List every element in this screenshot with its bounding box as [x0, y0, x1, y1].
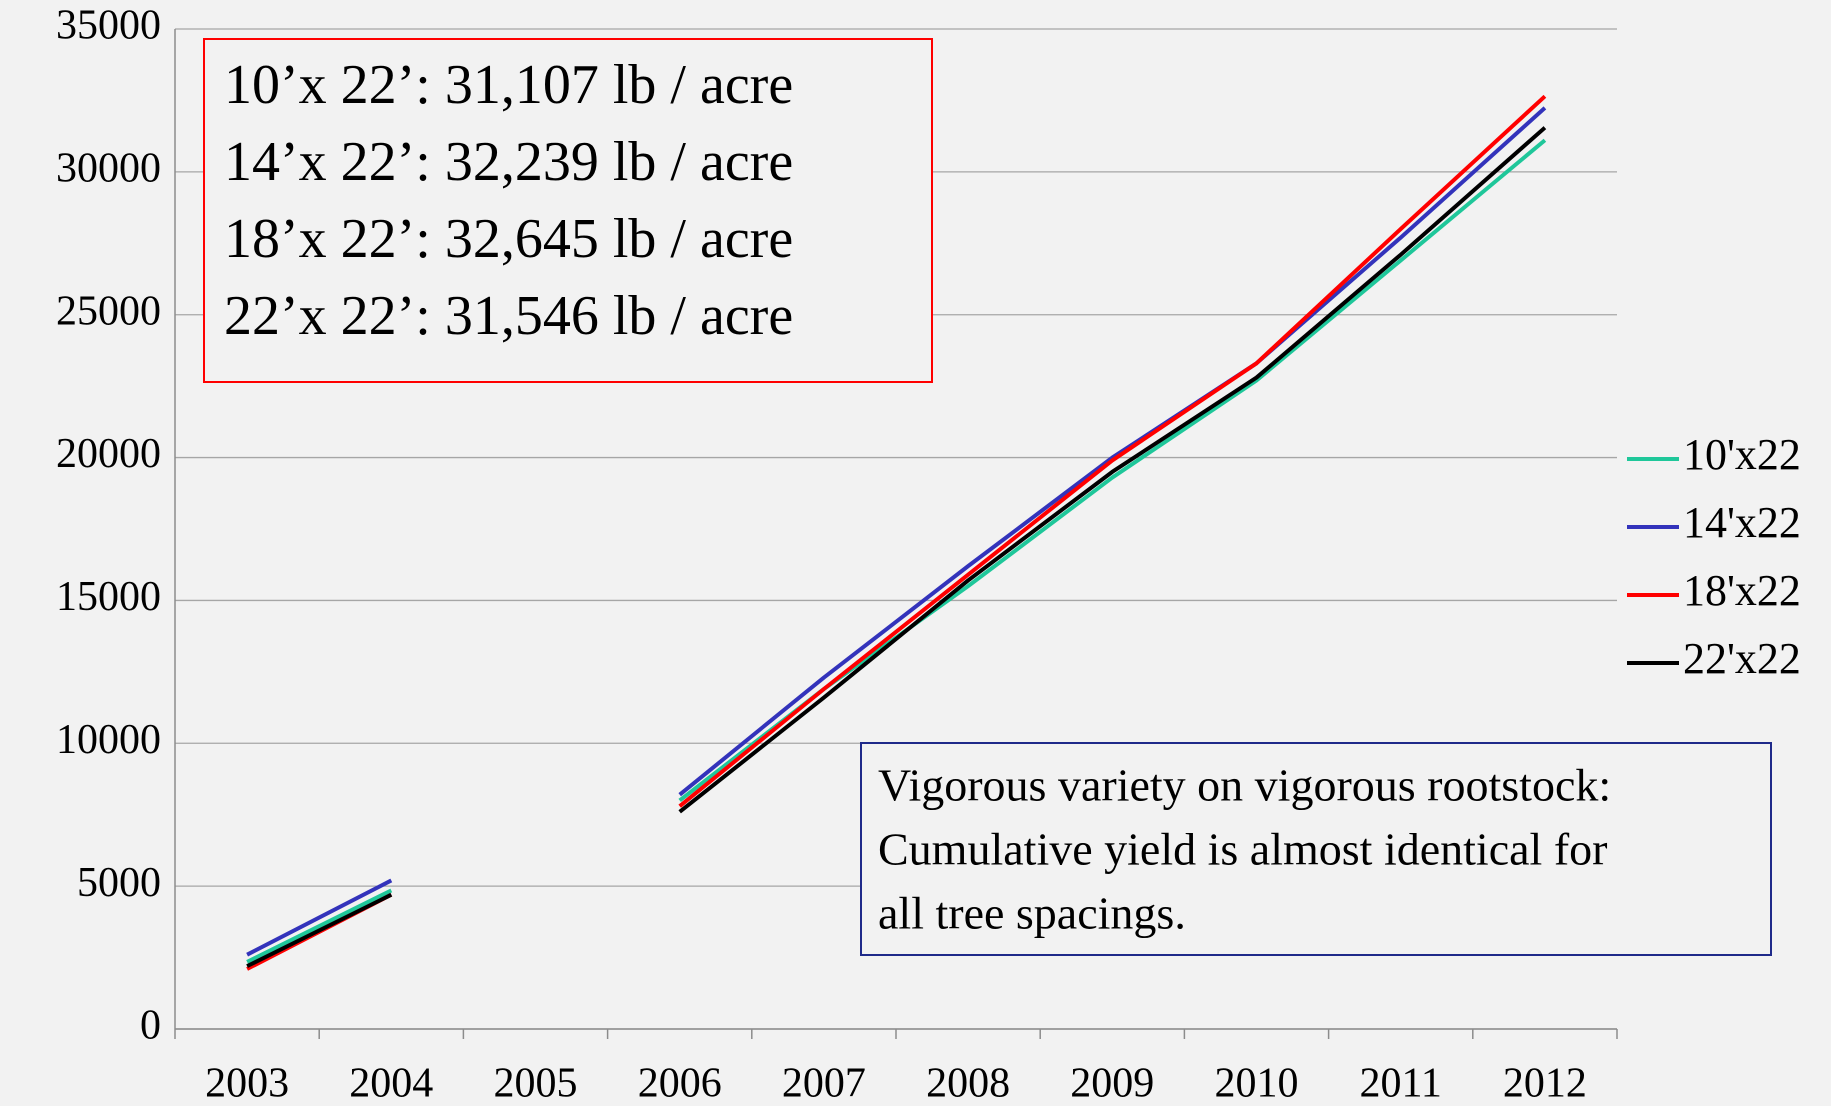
- y-tick-label: 25000: [56, 288, 161, 334]
- annotation-text: 10’x 22’: 31,107 lb / acre: [224, 54, 793, 116]
- y-tick-label: 10000: [56, 717, 161, 763]
- y-tick-label: 20000: [56, 431, 161, 477]
- annotation-text: 18’x 22’: 32,645 lb / acre: [224, 208, 793, 270]
- x-tick-label: 2010: [1215, 1061, 1299, 1106]
- x-tick-label: 2006: [638, 1061, 722, 1106]
- series-line: [246, 126, 1547, 968]
- annotation-text: Vigorous variety on vigorous rootstock:: [878, 760, 1611, 811]
- legend-label: 22'x22: [1683, 634, 1801, 683]
- x-tick-label: 2007: [782, 1061, 866, 1106]
- legend-label: 14'x22: [1683, 498, 1801, 547]
- y-tick-label: 30000: [56, 145, 161, 191]
- annotation-box: [860, 742, 1772, 956]
- legend-label: 10'x22: [1683, 430, 1801, 479]
- y-tick-label: 0: [140, 1003, 161, 1049]
- annotation-text: Cumulative yield is almost identical for: [878, 824, 1607, 875]
- y-tick-label: 15000: [56, 574, 161, 620]
- x-tick-label: 2012: [1503, 1061, 1587, 1106]
- annotation-text: 14’x 22’: 32,239 lb / acre: [224, 131, 793, 193]
- y-tick-label: 35000: [56, 3, 161, 49]
- x-tick-label: 2003: [205, 1061, 289, 1106]
- annotation-box: [203, 38, 933, 383]
- x-tick-label: 2004: [349, 1061, 433, 1106]
- y-tick-label: 5000: [77, 860, 161, 906]
- x-tick-label: 2008: [926, 1061, 1010, 1106]
- series-line: [246, 106, 1547, 957]
- legend-label: 18'x22: [1683, 566, 1801, 615]
- annotation-text: all tree spacings.: [878, 888, 1186, 939]
- annotation-text: 22’x 22’: 31,546 lb / acre: [224, 285, 793, 347]
- x-tick-label: 2005: [494, 1061, 578, 1106]
- x-tick-label: 2011: [1359, 1061, 1441, 1106]
- x-tick-label: 2009: [1070, 1061, 1154, 1106]
